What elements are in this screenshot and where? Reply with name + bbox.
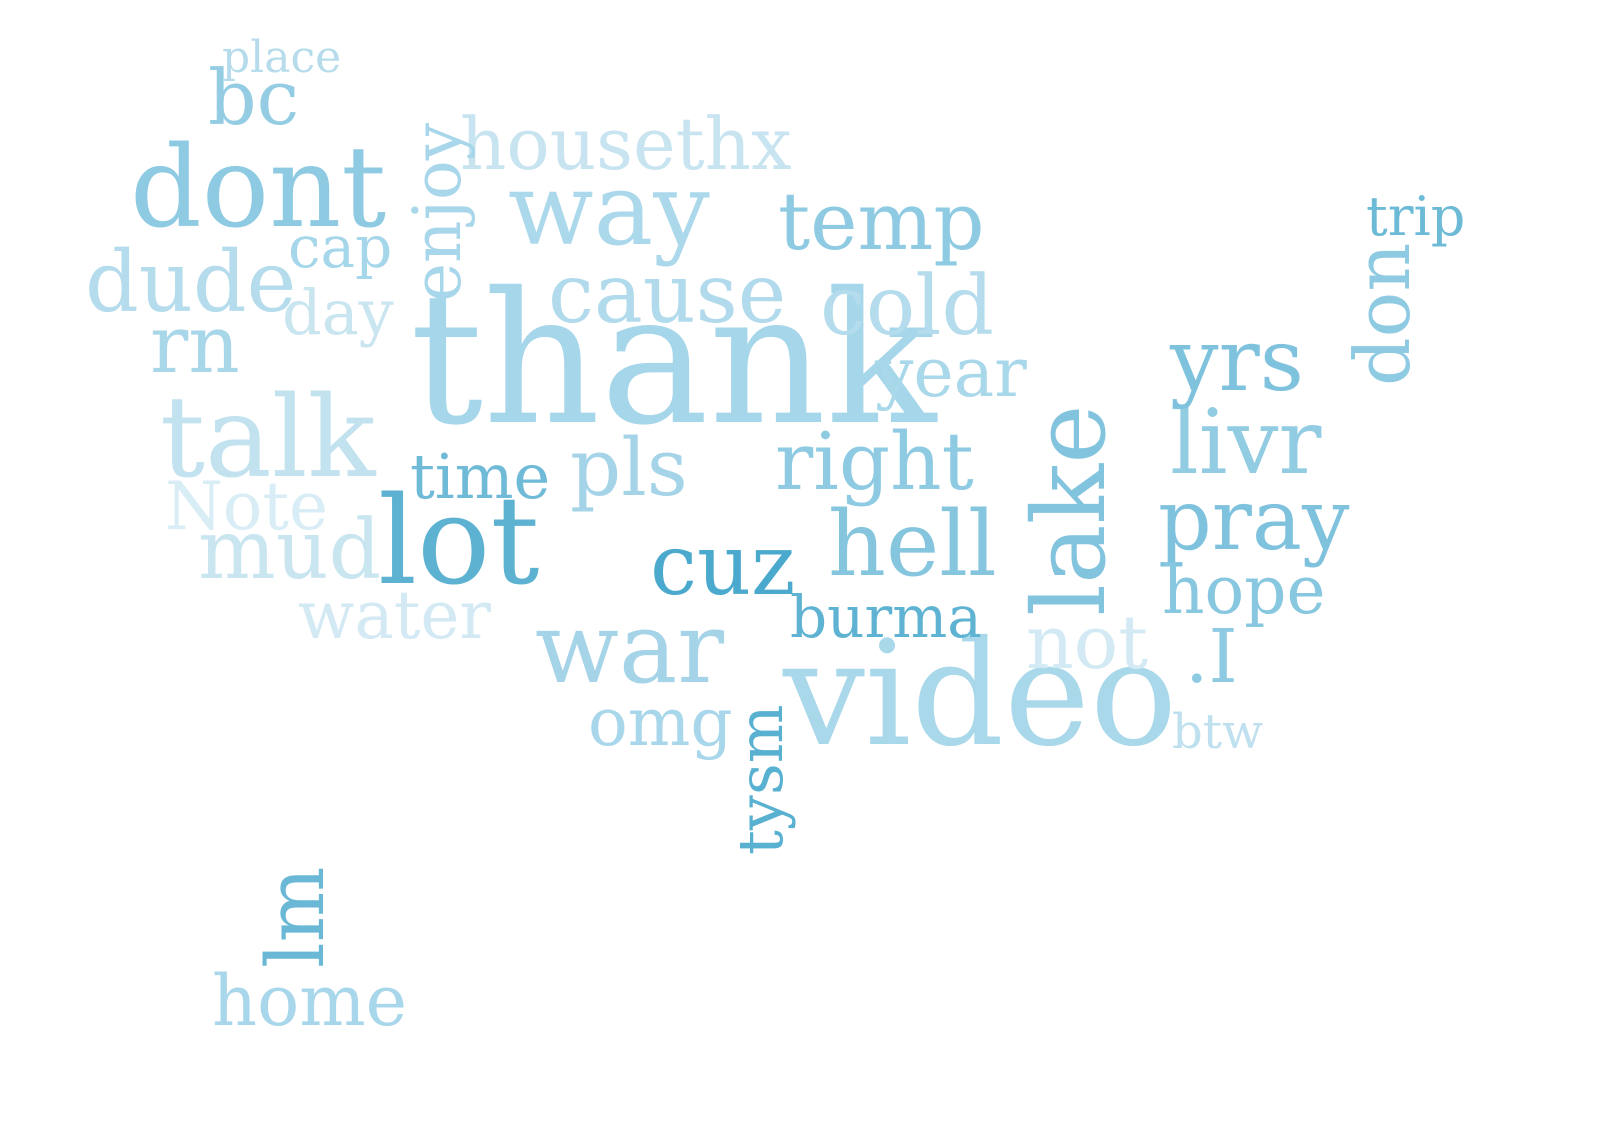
word-yrs: yrs [1170,311,1304,411]
word-time: time [410,440,551,513]
word-pls: pls [570,421,688,514]
word-livr: livr [1170,390,1322,495]
word-lot: lot [378,470,540,612]
word-hope: hope [1162,552,1326,629]
word-video: video [783,610,1178,779]
word-temp: temp [778,175,985,268]
word-dot-i: .I [1185,614,1238,700]
word-Note: Note [165,468,329,545]
word-rn: rn [150,298,240,391]
word-cold: cold [820,259,995,354]
word-lm: lm [249,866,342,968]
word-tysm: tysm [724,704,797,855]
word-right: right [775,415,974,508]
word-hell: hell [828,492,997,597]
word-thank: thank [410,253,937,465]
word-dont: dont [130,123,387,253]
word-water: water [298,577,491,654]
word-home: home [212,960,408,1042]
word-way: way [508,151,710,268]
word-year: year [875,334,1027,413]
word-not: not [1026,600,1148,686]
word-cause: cause [548,247,787,342]
word-don: don [1338,242,1427,386]
word-pray: pray [1158,471,1350,569]
word-dude: dude [85,233,297,331]
word-cap: cap [288,213,393,281]
word-war: war [535,592,725,706]
word-day: day [282,276,394,349]
word-btw: btw [1172,704,1264,760]
word-bc: bc [208,53,300,142]
word-housethx: housethx [460,102,792,186]
word-talk: talk [160,373,376,503]
word-burma: burma [790,583,982,651]
word-lake: lake [1011,404,1128,616]
word-cuz: cuz [650,516,796,614]
word-mud: mud [198,503,382,598]
word-place: place [222,32,342,83]
word-omg: omg [588,684,733,761]
word-trip: trip [1366,185,1466,248]
word-enjoy: enjoy [399,122,476,302]
